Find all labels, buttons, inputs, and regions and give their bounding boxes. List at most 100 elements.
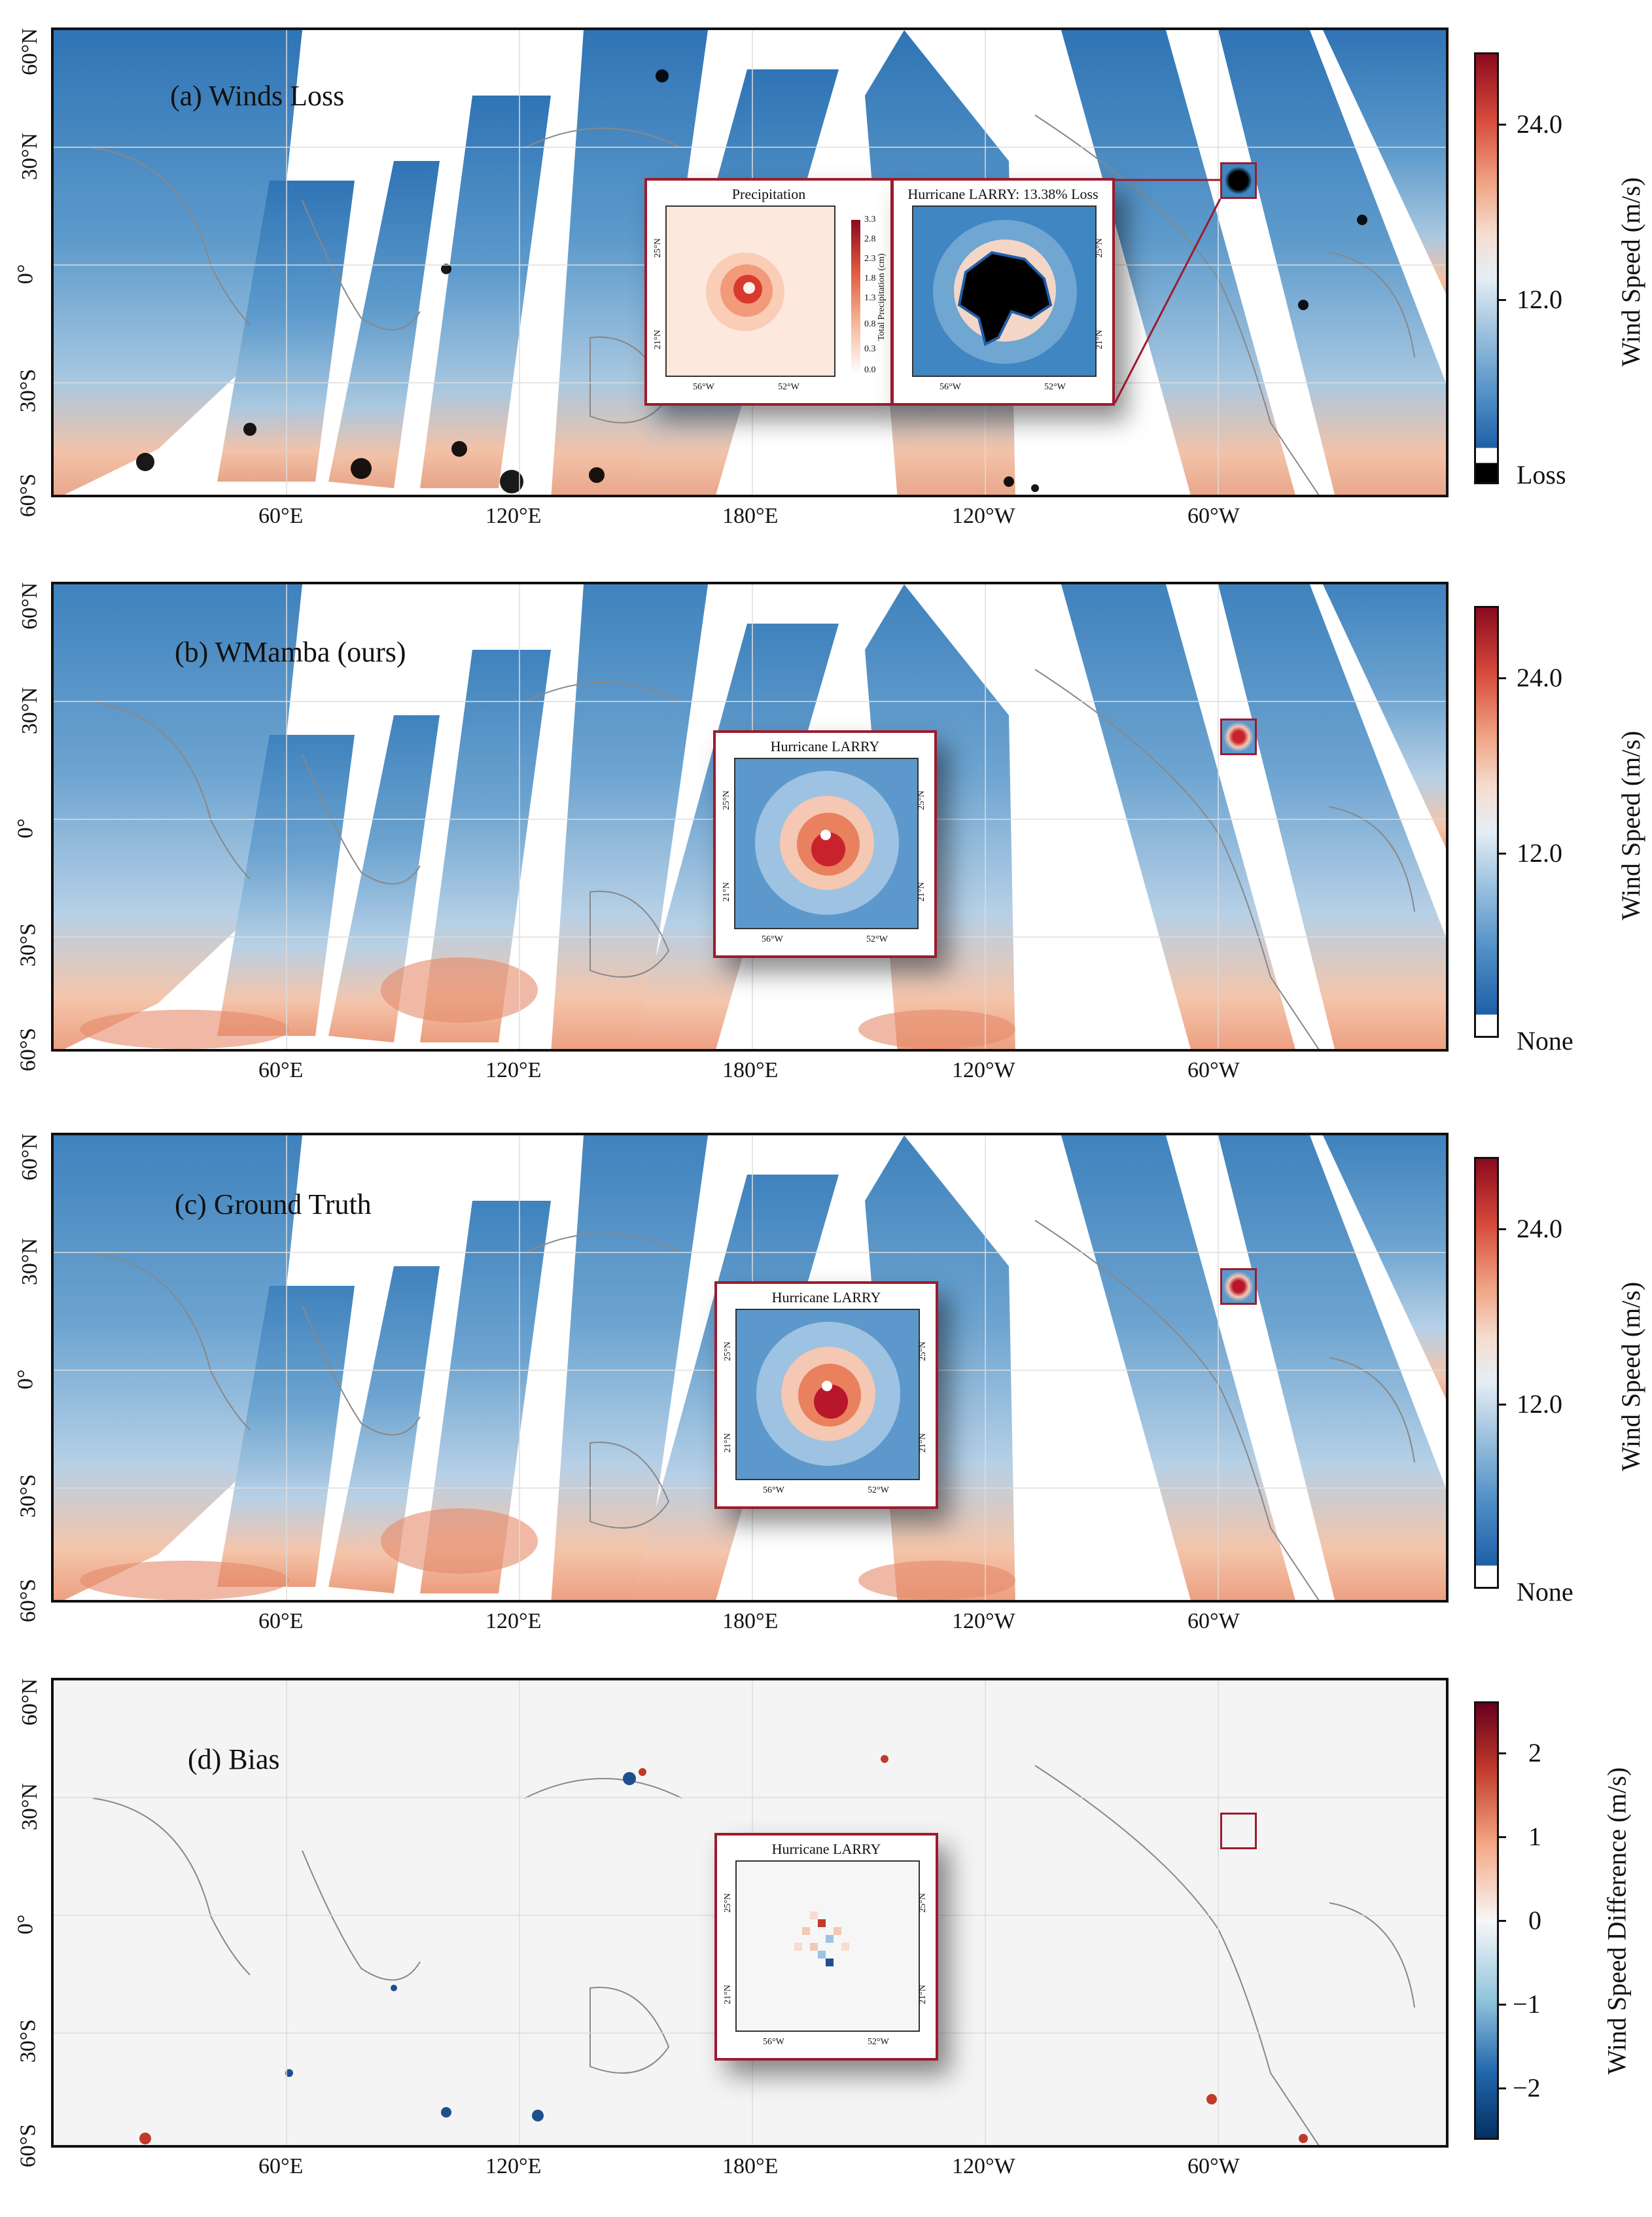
precipitation-field [706, 253, 784, 331]
inset-lat-tick: 25°N [722, 1341, 733, 1361]
lon-tick: 120°E [485, 504, 542, 528]
precipitation-colorbar [851, 220, 860, 374]
precip-cbar-tick: 1.8 [864, 274, 876, 283]
lat-tick: 30°S [16, 2019, 41, 2063]
hurricane-bias-plot [735, 1860, 920, 2032]
inset-lat-tick: 25°N [916, 790, 926, 810]
inset-a-left-title: Precipitation [731, 186, 806, 202]
hurricane-loss-field [933, 220, 1077, 364]
colorbar-a-tick-24: 24.0 [1517, 109, 1562, 139]
inset-lon-tick: 52°W [866, 934, 888, 944]
precip-cbar-tick: 3.3 [864, 215, 876, 224]
inset-c-hurricane: Hurricane LARRY 56°W 52°W 25°N 21°N 25°N… [714, 1281, 938, 1509]
colorbar-c-tick-12: 12.0 [1517, 1389, 1562, 1419]
wind-map-b [54, 584, 1446, 1049]
inset-lat-tick: 25°N [917, 1893, 928, 1913]
colorbar-d-tick: −1 [1513, 1989, 1541, 2019]
lat-tick: 60°N [18, 1678, 43, 1726]
lat-tick: 30°S [16, 368, 41, 413]
inset-a-right-title: Hurricane LARRY: 13.38% Loss [907, 186, 1098, 202]
inset-lon-tick: 52°W [778, 382, 800, 392]
panel-b-label: (b) WMamba (ours) [175, 636, 406, 668]
lon-tick: 120°W [952, 2154, 1015, 2178]
inset-lon-tick: 52°W [868, 2037, 889, 2047]
colorbar-d-title: Wind Speed Difference (m/s) [1602, 1767, 1632, 2075]
lat-tick: 60°S [16, 473, 41, 518]
precip-cbar-tick: 1.3 [864, 293, 876, 303]
panel-a-label: (a) Winds Loss [170, 80, 345, 112]
inset-lat-tick: 21°N [917, 1433, 928, 1453]
precip-cbar-tick: 0.0 [864, 365, 876, 375]
colorbar-tick [1497, 1228, 1506, 1230]
inset-lon-tick: 52°W [1044, 382, 1066, 392]
lon-tick: 180°E [722, 1609, 779, 1633]
highlight-box-c [1220, 1268, 1257, 1305]
lat-tick: 0° [13, 818, 38, 839]
inset-b-hurricane: Hurricane LARRY 56°W 52°W 25°N 21°N 25°N… [713, 730, 937, 958]
inset-lon-tick: 56°W [763, 2037, 784, 2047]
colorbar-tick [1497, 1404, 1506, 1406]
lat-tick: 60°N [18, 582, 43, 630]
precip-cbar-tick: 0.3 [864, 344, 876, 354]
lat-tick: 60°N [18, 1133, 43, 1181]
lat-tick: 0° [13, 1369, 38, 1390]
lon-tick: 120°W [952, 504, 1015, 528]
colorbar-d-tick: 1 [1528, 1822, 1541, 1851]
inset-lon-tick: 56°W [763, 1485, 784, 1495]
lon-tick: 60°E [258, 504, 304, 528]
inset-lat-tick: 21°N [917, 1985, 928, 2004]
inset-c-title: Hurricane LARRY [771, 1289, 881, 1305]
colorbar-c-tick-24: 24.0 [1517, 1214, 1562, 1243]
colorbar-tick [1497, 1836, 1506, 1838]
lon-tick: 180°E [722, 504, 779, 528]
lat-tick: 0° [13, 1914, 38, 1935]
inset-lon-tick: 52°W [868, 1485, 889, 1495]
lon-tick: 120°E [485, 1609, 542, 1633]
colorbar-a-loss: Loss [1517, 460, 1566, 489]
inset-d-hurricane: Hurricane LARRY 56°W 52°W 25°N 21°N 25°N… [714, 1833, 938, 2061]
lon-tick: 60°E [258, 2154, 304, 2178]
colorbar-b [1474, 606, 1499, 1038]
panel-d-label: (d) Bias [188, 1743, 280, 1775]
hurricane-bias-field [794, 1911, 849, 1966]
precip-cbar-tick: 2.8 [864, 234, 876, 244]
colorbar-a [1474, 52, 1499, 484]
highlight-box-d [1220, 1813, 1257, 1849]
inset-lon-tick: 56°W [693, 382, 714, 392]
inset-b-title: Hurricane LARRY [770, 738, 880, 754]
colorbar-b-none: None [1517, 1026, 1573, 1055]
colorbar-a-title: Wind Speed (m/s) [1616, 177, 1646, 367]
highlight-box-a [1220, 162, 1257, 199]
colorbar-c [1474, 1157, 1499, 1589]
lon-tick: 60°E [258, 1058, 304, 1082]
lon-tick: 120°W [952, 1609, 1015, 1633]
lon-tick: 180°E [722, 1058, 779, 1082]
colorbar-tick [1497, 1920, 1506, 1922]
lon-tick: 60°W [1187, 1609, 1240, 1633]
lon-tick: 120°W [952, 1058, 1015, 1082]
colorbar-tick [1497, 1752, 1506, 1754]
colorbar-d-tick: −2 [1513, 2073, 1541, 2102]
hurricane-truth-field [756, 1322, 900, 1466]
inset-lon-tick: 56°W [940, 382, 961, 392]
lat-tick: 30°S [16, 1474, 41, 1518]
inset-lat-tick: 21°N [722, 1985, 733, 2004]
map-panel-b: (b) WMamba (ours) [51, 582, 1449, 1052]
colorbar-tick [1497, 2004, 1506, 2006]
highlight-box-b [1220, 718, 1257, 755]
lon-tick: 120°E [485, 2154, 542, 2178]
inset-lat-tick: 25°N [722, 1893, 733, 1913]
colorbar-c-none: None [1517, 1577, 1573, 1606]
inset-lat-tick: 25°N [917, 1341, 928, 1361]
lat-tick: 30°S [16, 923, 41, 967]
lon-tick: 60°W [1187, 504, 1240, 528]
hurricane-loss-plot [912, 205, 1097, 377]
inset-a-hurricane: Hurricane LARRY: 13.38% Loss 56°W 52°W 2… [891, 178, 1115, 406]
inset-lon-tick: 56°W [762, 934, 783, 944]
colorbar-d [1474, 1701, 1499, 2140]
lat-tick: 60°S [16, 1027, 41, 1072]
lon-tick: 60°E [258, 1609, 304, 1633]
inset-lat-tick: 21°N [721, 882, 731, 902]
colorbar-tick [1497, 124, 1506, 126]
colorbar-a-tick-12: 12.0 [1517, 285, 1562, 314]
